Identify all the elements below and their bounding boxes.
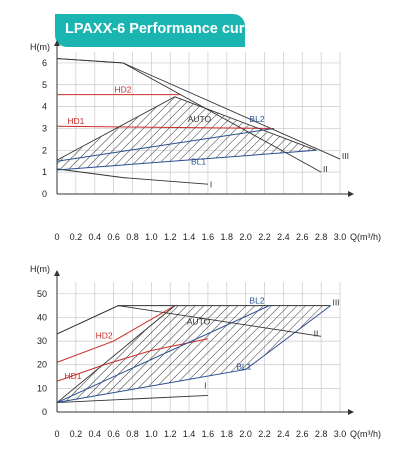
x-axis-arrow xyxy=(348,191,354,197)
series-label-hd2: HD2 xyxy=(96,331,113,341)
series-line-i xyxy=(56,168,208,185)
y-tick-label: 0 xyxy=(42,407,47,417)
series-line-iii xyxy=(56,58,341,160)
x-tick-label: 0.8 xyxy=(126,232,139,242)
series-label-bl1: BL1 xyxy=(236,361,251,371)
y-tick-label: 6 xyxy=(42,58,47,68)
x-axis-label: Q(m³/h) xyxy=(350,232,381,242)
y-tick-label: 30 xyxy=(37,336,47,346)
series-label-bl1: BL1 xyxy=(191,157,206,167)
x-tick-label: 1.4 xyxy=(183,232,196,242)
x-tick-label: 3.0 xyxy=(334,232,347,242)
y-tick-label: 4 xyxy=(42,102,47,112)
x-tick-label: 0.4 xyxy=(88,232,101,242)
x-tick-label: 2.2 xyxy=(258,429,271,439)
y-tick-label: 1 xyxy=(42,167,47,177)
series-label-iii: III xyxy=(342,151,349,161)
y-tick-label: 50 xyxy=(37,289,47,299)
series-line-bl2 xyxy=(56,127,275,162)
series-label-bl2: BL2 xyxy=(249,114,264,124)
y-tick-label: 3 xyxy=(42,123,47,133)
x-tick-label: 1.4 xyxy=(183,429,196,439)
series-label-i: I xyxy=(210,179,212,189)
series-line-hd2 xyxy=(56,305,176,363)
x-tick-label: 3.0 xyxy=(334,429,347,439)
x-tick-label: 0 xyxy=(54,232,59,242)
y-tick-label: 40 xyxy=(37,312,47,322)
title-banner: LPAXX-6 Performance curves xyxy=(55,14,269,47)
x-tick-label: 0.4 xyxy=(88,429,101,439)
hatched-region xyxy=(57,96,317,170)
x-tick-label: 0.2 xyxy=(70,232,83,242)
x-tick-label: 0.6 xyxy=(107,232,120,242)
y-tick-label: 0 xyxy=(42,189,47,199)
series-line-i xyxy=(56,395,208,403)
series-label-auto: AUTO xyxy=(188,114,212,124)
y-tick-label: 20 xyxy=(37,360,47,370)
y-axis-arrow xyxy=(54,270,60,276)
x-tick-label: 1.8 xyxy=(221,232,234,242)
series-label-hd1: HD1 xyxy=(67,116,84,126)
series-line-bl1 xyxy=(56,149,317,171)
series-line-bl1 xyxy=(56,305,331,404)
x-tick-label: 2.8 xyxy=(315,429,328,439)
series-label-hd1: HD1 xyxy=(65,371,82,381)
series-line-iii xyxy=(56,305,331,335)
series-line-auto xyxy=(56,96,317,161)
y-axis-label: H(m) xyxy=(30,264,50,274)
x-tick-label: 0.2 xyxy=(70,429,83,439)
series-label-ii: II xyxy=(314,328,319,338)
page-title: LPAXX-6 Performance curves xyxy=(65,21,269,37)
series-line-hd1 xyxy=(56,125,274,129)
series-line-auto xyxy=(56,305,176,403)
x-tick-label: 2.4 xyxy=(277,232,290,242)
series-label-auto: AUTO xyxy=(187,317,211,327)
x-tick-label: 1.0 xyxy=(145,429,158,439)
series-label-bl2: BL2 xyxy=(249,295,264,305)
x-tick-label: 1.0 xyxy=(145,232,158,242)
x-tick-label: 2.0 xyxy=(239,232,252,242)
series-line-hd1 xyxy=(56,338,209,382)
x-tick-label: 2.0 xyxy=(239,429,252,439)
x-tick-label: 0.8 xyxy=(126,429,139,439)
lower-chart: 0 0.2 0.4 0.6 0.8 1.0 1.2 1.4 1.6 1.8 2.0 2.2 2.4 2.6… xyxy=(30,264,381,439)
x-tick-label: 2.8 xyxy=(315,232,328,242)
series-label-iii: III xyxy=(332,298,339,308)
x-tick-label: 2.6 xyxy=(296,429,309,439)
y-tick-label: 2 xyxy=(42,145,47,155)
x-tick-label: 2.6 xyxy=(296,232,309,242)
x-tick-label: 2.4 xyxy=(277,429,290,439)
x-tick-label: 0.6 xyxy=(107,429,120,439)
y-axis-label: H(m) xyxy=(30,42,50,52)
x-tick-label: 1.6 xyxy=(202,429,215,439)
series-label-hd2: HD2 xyxy=(115,84,132,94)
x-tick-label: 1.2 xyxy=(164,429,177,439)
x-tick-label: 1.6 xyxy=(202,232,215,242)
x-axis-arrow xyxy=(348,409,354,415)
y-tick-label: 10 xyxy=(37,383,47,393)
y-axis-arrow xyxy=(54,40,60,46)
x-tick-label: 0 xyxy=(54,429,59,439)
series-line-bl2 xyxy=(56,305,270,404)
x-tick-label: 1.2 xyxy=(164,232,177,242)
x-axis-label: Q(m³/h) xyxy=(350,429,381,439)
hatched-region xyxy=(57,305,331,403)
upper-chart: 0 0.2 0.4 0.6 0.8 1.0 1.2 1.4 1.6 1.8 2.0 2.2 2.4 2.6… xyxy=(30,40,381,242)
series-label-ii: II xyxy=(323,164,328,174)
series-label-i: I xyxy=(204,380,206,390)
x-tick-label: 1.8 xyxy=(221,429,234,439)
x-tick-label: 2.2 xyxy=(258,232,271,242)
y-tick-label: 5 xyxy=(42,80,47,90)
